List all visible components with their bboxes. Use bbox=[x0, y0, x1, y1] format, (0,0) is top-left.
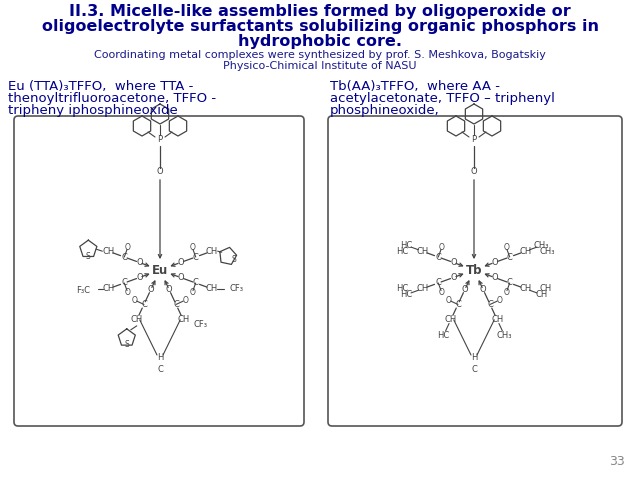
Text: O: O bbox=[492, 258, 498, 267]
Text: O: O bbox=[492, 273, 498, 282]
Text: HC: HC bbox=[400, 290, 412, 299]
Text: CH: CH bbox=[520, 247, 532, 256]
Text: C: C bbox=[193, 278, 198, 288]
Text: phosphineoxide,: phosphineoxide, bbox=[330, 104, 440, 117]
Text: HC: HC bbox=[438, 331, 450, 340]
Text: O: O bbox=[496, 296, 502, 305]
Text: F₃C: F₃C bbox=[76, 286, 90, 295]
Text: C: C bbox=[435, 278, 441, 288]
Text: S: S bbox=[124, 340, 129, 349]
Text: Coordinating metal complexes were synthesized by prof. S. Meshkova, Bogatskiy: Coordinating metal complexes were synthe… bbox=[94, 50, 546, 60]
Text: P: P bbox=[157, 135, 163, 144]
Text: C: C bbox=[435, 252, 441, 262]
Text: hydrophobic core.: hydrophobic core. bbox=[238, 34, 402, 49]
Text: CF₃: CF₃ bbox=[193, 320, 207, 329]
Text: C: C bbox=[141, 300, 147, 309]
Text: O: O bbox=[147, 286, 154, 294]
Text: O: O bbox=[461, 286, 468, 294]
Text: O: O bbox=[189, 288, 195, 297]
Text: C: C bbox=[157, 365, 163, 374]
Text: CH: CH bbox=[540, 284, 552, 293]
Text: C: C bbox=[507, 278, 513, 288]
Text: CF₃: CF₃ bbox=[230, 284, 244, 293]
Text: CH: CH bbox=[536, 290, 548, 299]
Text: C: C bbox=[507, 252, 513, 262]
Text: CH: CH bbox=[491, 315, 504, 324]
Text: C: C bbox=[455, 300, 461, 309]
Text: O: O bbox=[439, 243, 445, 252]
Text: P: P bbox=[472, 135, 477, 144]
Text: C: C bbox=[122, 278, 127, 288]
Text: C: C bbox=[173, 300, 179, 309]
FancyBboxPatch shape bbox=[328, 116, 622, 426]
Text: O: O bbox=[503, 243, 509, 252]
Text: CH₃: CH₃ bbox=[497, 331, 512, 340]
Text: S: S bbox=[86, 252, 91, 261]
Text: O: O bbox=[439, 288, 445, 297]
Text: 33: 33 bbox=[609, 455, 625, 468]
Text: O: O bbox=[125, 288, 131, 297]
Text: O: O bbox=[136, 273, 143, 282]
Text: CH: CH bbox=[102, 247, 115, 256]
Text: CH: CH bbox=[102, 284, 115, 293]
Text: C: C bbox=[487, 300, 493, 309]
FancyBboxPatch shape bbox=[14, 116, 304, 426]
Text: O: O bbox=[189, 243, 195, 252]
Text: CH: CH bbox=[131, 315, 143, 324]
Text: thenoyltrifluoroacetone, TFFO -: thenoyltrifluoroacetone, TFFO - bbox=[8, 92, 216, 105]
Text: Physico-Chimical Institute of NASU: Physico-Chimical Institute of NASU bbox=[223, 61, 417, 71]
Text: H: H bbox=[471, 353, 477, 362]
Text: II.3. Micelle-like assemblies formed by oligoperoxide or: II.3. Micelle-like assemblies formed by … bbox=[69, 4, 571, 19]
Text: O: O bbox=[125, 243, 131, 252]
Text: CH: CH bbox=[445, 315, 457, 324]
Text: O: O bbox=[177, 273, 184, 282]
Text: O: O bbox=[446, 296, 452, 305]
Text: acetylacetonate, TFFO – triphenyl: acetylacetonate, TFFO – triphenyl bbox=[330, 92, 555, 105]
Text: tripheny iphosphineoxide: tripheny iphosphineoxide bbox=[8, 104, 178, 117]
Text: Eu: Eu bbox=[152, 264, 168, 276]
Text: O: O bbox=[470, 168, 477, 177]
Text: O: O bbox=[182, 296, 188, 305]
Text: CH₃: CH₃ bbox=[534, 241, 549, 250]
Text: H: H bbox=[157, 353, 163, 362]
Text: O: O bbox=[132, 296, 138, 305]
Text: CH: CH bbox=[205, 247, 218, 256]
Text: CH: CH bbox=[416, 247, 428, 256]
Text: HC: HC bbox=[400, 241, 412, 250]
Text: C: C bbox=[471, 365, 477, 374]
Text: oligoelectrolyte surfactants solubilizing organic phosphors in: oligoelectrolyte surfactants solubilizin… bbox=[42, 19, 598, 34]
Text: CH₃: CH₃ bbox=[540, 247, 555, 256]
Text: O: O bbox=[157, 168, 163, 177]
Text: C: C bbox=[193, 252, 198, 262]
Text: CH: CH bbox=[205, 284, 218, 293]
Text: C: C bbox=[122, 252, 127, 262]
Text: O: O bbox=[450, 273, 456, 282]
Text: CH: CH bbox=[177, 315, 189, 324]
Text: Tb: Tb bbox=[466, 264, 483, 276]
Text: O: O bbox=[450, 258, 456, 267]
Text: O: O bbox=[166, 286, 173, 294]
Text: O: O bbox=[503, 288, 509, 297]
Text: CH: CH bbox=[416, 284, 428, 293]
Text: O: O bbox=[136, 258, 143, 267]
Text: CH: CH bbox=[520, 284, 532, 293]
Text: HC: HC bbox=[396, 247, 408, 256]
Text: S: S bbox=[232, 255, 236, 264]
Text: HC: HC bbox=[396, 284, 408, 293]
Text: Eu (TTA)₃TFFO,  where TTA -: Eu (TTA)₃TFFO, where TTA - bbox=[8, 80, 193, 93]
Text: O: O bbox=[480, 286, 486, 294]
Text: Tb(AA)₃TFFO,  where AA -: Tb(AA)₃TFFO, where AA - bbox=[330, 80, 500, 93]
Text: O: O bbox=[177, 258, 184, 267]
